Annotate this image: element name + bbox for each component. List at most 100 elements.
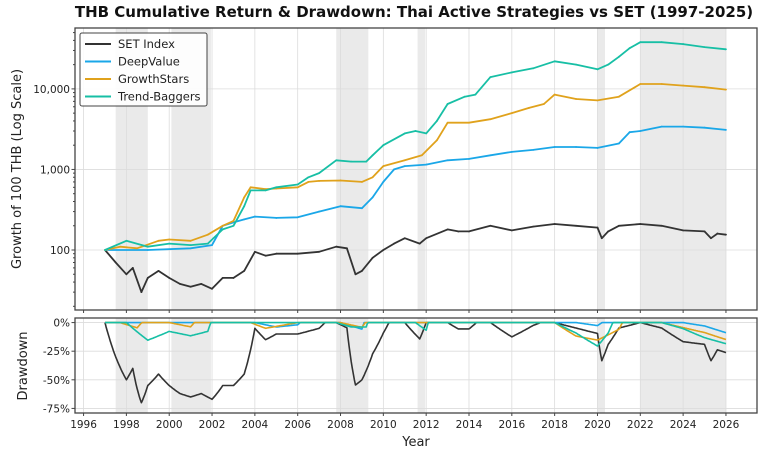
growth-point — [243, 205, 246, 208]
growth-point — [414, 130, 417, 132]
drawdown-line-trend-baggers — [105, 321, 727, 347]
growth-point — [510, 229, 513, 232]
growth-point — [639, 83, 642, 85]
growth-point — [682, 43, 685, 45]
growth-point — [403, 165, 406, 168]
growth-point — [200, 282, 203, 285]
growth-point — [264, 189, 267, 192]
growth-point — [318, 172, 321, 175]
x-tick-label: 2004 — [242, 419, 269, 431]
growth-point — [682, 229, 685, 232]
growth-point — [275, 252, 278, 255]
x-tick-label: 2002 — [199, 419, 226, 431]
growth-point — [468, 158, 470, 160]
growth-point — [371, 176, 374, 179]
growth-point — [425, 163, 428, 166]
x-tick-label: 2018 — [541, 419, 568, 431]
growth-point — [725, 233, 727, 236]
growth-point — [596, 226, 599, 229]
growth-point — [361, 270, 363, 272]
growth-point — [418, 242, 421, 245]
growth-point — [157, 270, 160, 272]
growth-point — [361, 181, 363, 183]
x-tick-label: 2014 — [456, 419, 483, 431]
growth-point — [189, 239, 192, 242]
growth-point — [221, 224, 224, 227]
growth-point — [596, 147, 599, 149]
x-tick-label: 2026 — [713, 419, 740, 431]
growth-point — [221, 277, 224, 279]
growth-point — [710, 237, 712, 240]
y-tick-label: -50% — [43, 375, 70, 387]
growth-point — [206, 233, 209, 236]
growth-point — [140, 291, 143, 294]
growth-point — [318, 210, 321, 213]
growth-point — [232, 224, 235, 227]
growth-point — [596, 68, 599, 71]
growth-point — [575, 146, 577, 148]
growth-point — [296, 186, 299, 189]
growth-point — [463, 95, 466, 98]
growth-point — [489, 224, 492, 227]
growth-point — [307, 176, 310, 179]
growth-point — [510, 112, 513, 115]
growth-point — [253, 250, 256, 253]
growth-point — [628, 47, 631, 50]
growth-point — [211, 244, 213, 247]
x-tick-label: 1996 — [70, 419, 97, 431]
y-tick-label: 100 — [50, 245, 70, 257]
growth-point — [489, 76, 492, 79]
growth-point — [243, 196, 246, 199]
growth-point — [628, 131, 631, 134]
x-axis-label: Year — [401, 435, 430, 450]
growth-point — [528, 107, 530, 109]
growth-point — [382, 249, 385, 251]
growth-point — [206, 242, 209, 245]
growth-point — [596, 99, 599, 102]
growth-point — [660, 41, 663, 44]
growth-point — [553, 93, 556, 96]
growth-point — [157, 239, 160, 242]
growth-point — [350, 160, 353, 163]
growth-point — [221, 228, 224, 231]
growth-point — [382, 165, 385, 168]
growth-point — [146, 245, 149, 248]
growth-point — [553, 223, 556, 225]
growth-point — [553, 146, 556, 148]
growth-point — [639, 41, 642, 44]
legend-label: SET Index — [118, 37, 175, 51]
growth-point — [275, 217, 278, 219]
growth-point — [446, 228, 449, 231]
event-shade — [417, 318, 426, 413]
growth-point — [393, 242, 395, 245]
growth-line-growthstars — [104, 83, 727, 251]
growth-point — [382, 144, 385, 147]
growth-point — [371, 256, 374, 259]
growth-point — [639, 223, 642, 225]
growth-point — [146, 249, 149, 251]
drawdown-y-axis-label: Drawdown — [16, 331, 31, 400]
growth-point — [339, 205, 342, 208]
growth-panel: 100 1,000 10,000 SET Index DeepValue GrowthSt… — [33, 27, 758, 313]
y-tick-label: 10,000 — [33, 84, 70, 96]
x-tick-label: 2012 — [413, 419, 440, 431]
growth-point — [179, 282, 181, 285]
y-tick-label: -25% — [43, 346, 70, 358]
growth-point — [361, 207, 363, 210]
growth-point — [660, 224, 663, 227]
legend-label: Trend-Baggers — [117, 90, 201, 104]
growth-point — [474, 93, 477, 96]
growth-point — [211, 287, 213, 290]
x-tick-label: 2016 — [498, 419, 525, 431]
y-tick-label: 1,000 — [40, 164, 70, 176]
legend: SET Index DeepValue GrowthStars Trend-Bagge… — [79, 32, 208, 107]
growth-point — [446, 121, 449, 124]
growth-point — [354, 273, 357, 276]
growth-point — [425, 237, 428, 240]
growth-point — [189, 247, 192, 250]
growth-point — [249, 189, 252, 192]
growth-point — [725, 88, 727, 91]
growth-point — [510, 71, 513, 74]
growth-point — [725, 128, 727, 131]
